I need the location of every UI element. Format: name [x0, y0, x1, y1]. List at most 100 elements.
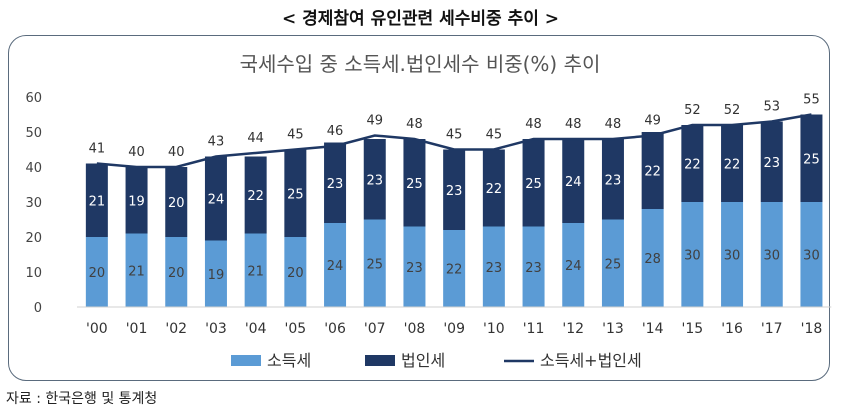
source-note: 자료 : 한국은행 및 통계청: [6, 391, 158, 407]
bar-corporate-tax: [125, 167, 148, 234]
data-label-total: 44: [247, 131, 264, 146]
data-label-income-tax: 21: [128, 264, 145, 279]
bar-income-tax: [800, 202, 823, 307]
data-label-income-tax: 30: [803, 249, 820, 264]
bar-income-tax: [324, 223, 347, 307]
data-label-corporate-tax: 19: [128, 194, 145, 209]
data-label-income-tax: 21: [247, 264, 264, 279]
y-tick-label: 50: [25, 126, 42, 141]
bar-corporate-tax: [562, 139, 585, 223]
bar-corporate-tax: [244, 156, 267, 234]
y-axis: 0 10 20 30 40 50 60: [25, 91, 42, 316]
data-label-total: 40: [168, 145, 185, 160]
data-label-corporate-tax: 24: [208, 193, 225, 208]
legend-swatch-income-tax: [231, 355, 261, 366]
bar-corporate-tax: [482, 149, 505, 227]
bar-income-tax: [443, 230, 466, 307]
total-line: 41 40 40 43 44 45 46 49 48 45 45 48 48 48 49 52 52 53 55: [89, 93, 820, 169]
x-tick-label: '14: [642, 321, 664, 337]
data-label-income-tax: 30: [724, 249, 741, 264]
x-tick-label: '01: [126, 321, 148, 337]
line-total: [96, 113, 812, 169]
data-label-income-tax: 22: [446, 263, 463, 278]
bar-corporate-tax: [85, 163, 108, 237]
data-label-corporate-tax: 23: [605, 173, 622, 188]
page-title: < 경제참여 유인관련 세수비중 추이 >: [281, 9, 560, 29]
bar-income-tax: [482, 226, 505, 307]
data-label-total: 45: [486, 128, 503, 143]
bar-corporate-tax: [721, 125, 744, 202]
bar-income-tax: [522, 226, 545, 307]
data-label-income-tax: 30: [684, 249, 701, 264]
bar-corporate-tax: [324, 142, 347, 223]
data-label-income-tax: 24: [327, 259, 344, 274]
data-label-income-tax: 30: [763, 249, 780, 264]
data-label-corporate-tax: 23: [327, 177, 344, 192]
bar-income-tax: [562, 223, 585, 307]
x-tick-label: '04: [245, 321, 267, 337]
data-label-total: 45: [287, 128, 304, 143]
y-tick-label: 60: [25, 91, 42, 106]
data-label-corporate-tax: 21: [89, 194, 106, 209]
x-tick-label: '18: [801, 321, 823, 337]
x-tick-label: '00: [86, 321, 108, 337]
legend-swatch-corporate-tax: [365, 355, 395, 366]
bar-income-tax: [760, 202, 783, 307]
x-tick-label: '08: [404, 321, 426, 337]
data-label-corporate-tax: 23: [366, 173, 383, 188]
data-label-income-tax: 20: [89, 266, 106, 281]
data-label-income-tax: 28: [644, 252, 661, 267]
bar-income-tax: [165, 237, 188, 307]
data-label-corporate-tax: 22: [724, 158, 741, 173]
bar-income-tax: [244, 233, 267, 307]
bar-corporate-tax: [363, 139, 386, 220]
bar-corporate-tax: [443, 149, 466, 230]
data-label-income-tax: 19: [208, 268, 225, 283]
legend-label-corporate-tax: 법인세: [401, 351, 445, 370]
data-label-total: 48: [406, 117, 423, 132]
bars: 20 21 21 19 20 20 19 24 21 22 20 25 24 23 25 23 23 25 22 23…: [85, 114, 823, 307]
data-label-corporate-tax: 22: [684, 158, 701, 173]
bar-income-tax: [641, 209, 664, 307]
data-label-income-tax: 20: [287, 266, 304, 281]
y-tick-label: 0: [34, 301, 42, 316]
legend-label-income-tax: 소득세: [267, 351, 311, 370]
bar-corporate-tax: [284, 149, 307, 237]
chart-title: 국세수입 중 소득세.법인세수 비중(%) 추이: [240, 52, 601, 76]
bar-income-tax: [85, 237, 108, 307]
x-tick-label: '06: [324, 321, 346, 337]
data-label-corporate-tax: 23: [763, 156, 780, 171]
data-label-total: 41: [89, 142, 106, 157]
data-label-total: 40: [128, 145, 145, 160]
data-label-corporate-tax: 22: [644, 165, 661, 180]
bar-corporate-tax: [403, 139, 426, 227]
x-tick-label: '07: [364, 321, 386, 337]
data-label-income-tax: 25: [366, 257, 383, 272]
data-label-corporate-tax: 23: [446, 184, 463, 199]
data-label-total: 43: [208, 135, 225, 150]
data-label-total: 48: [525, 117, 542, 132]
legend-label-total: 소득세+법인세: [540, 351, 642, 370]
data-label-income-tax: 25: [605, 257, 622, 272]
x-tick-label: '05: [285, 321, 307, 337]
x-tick-label: '02: [165, 321, 187, 337]
bar-corporate-tax: [522, 139, 545, 227]
x-tick-label: '16: [721, 321, 743, 337]
bar-income-tax: [721, 202, 744, 307]
bar-corporate-tax: [165, 167, 188, 237]
bar-income-tax: [681, 202, 704, 307]
bar-income-tax: [403, 226, 426, 307]
data-label-total: 53: [763, 100, 780, 115]
y-tick-label: 20: [25, 231, 42, 246]
data-label-total: 48: [605, 117, 622, 132]
bar-corporate-tax: [800, 114, 823, 202]
y-tick-label: 40: [25, 161, 42, 176]
data-label-income-tax: 23: [486, 261, 503, 276]
data-label-corporate-tax: 22: [247, 189, 264, 204]
x-tick-label: '09: [443, 321, 465, 337]
bar-corporate-tax: [641, 132, 664, 209]
x-tick-label: '11: [523, 321, 545, 337]
x-tick-label: '13: [602, 321, 624, 337]
bar-income-tax: [125, 233, 148, 307]
